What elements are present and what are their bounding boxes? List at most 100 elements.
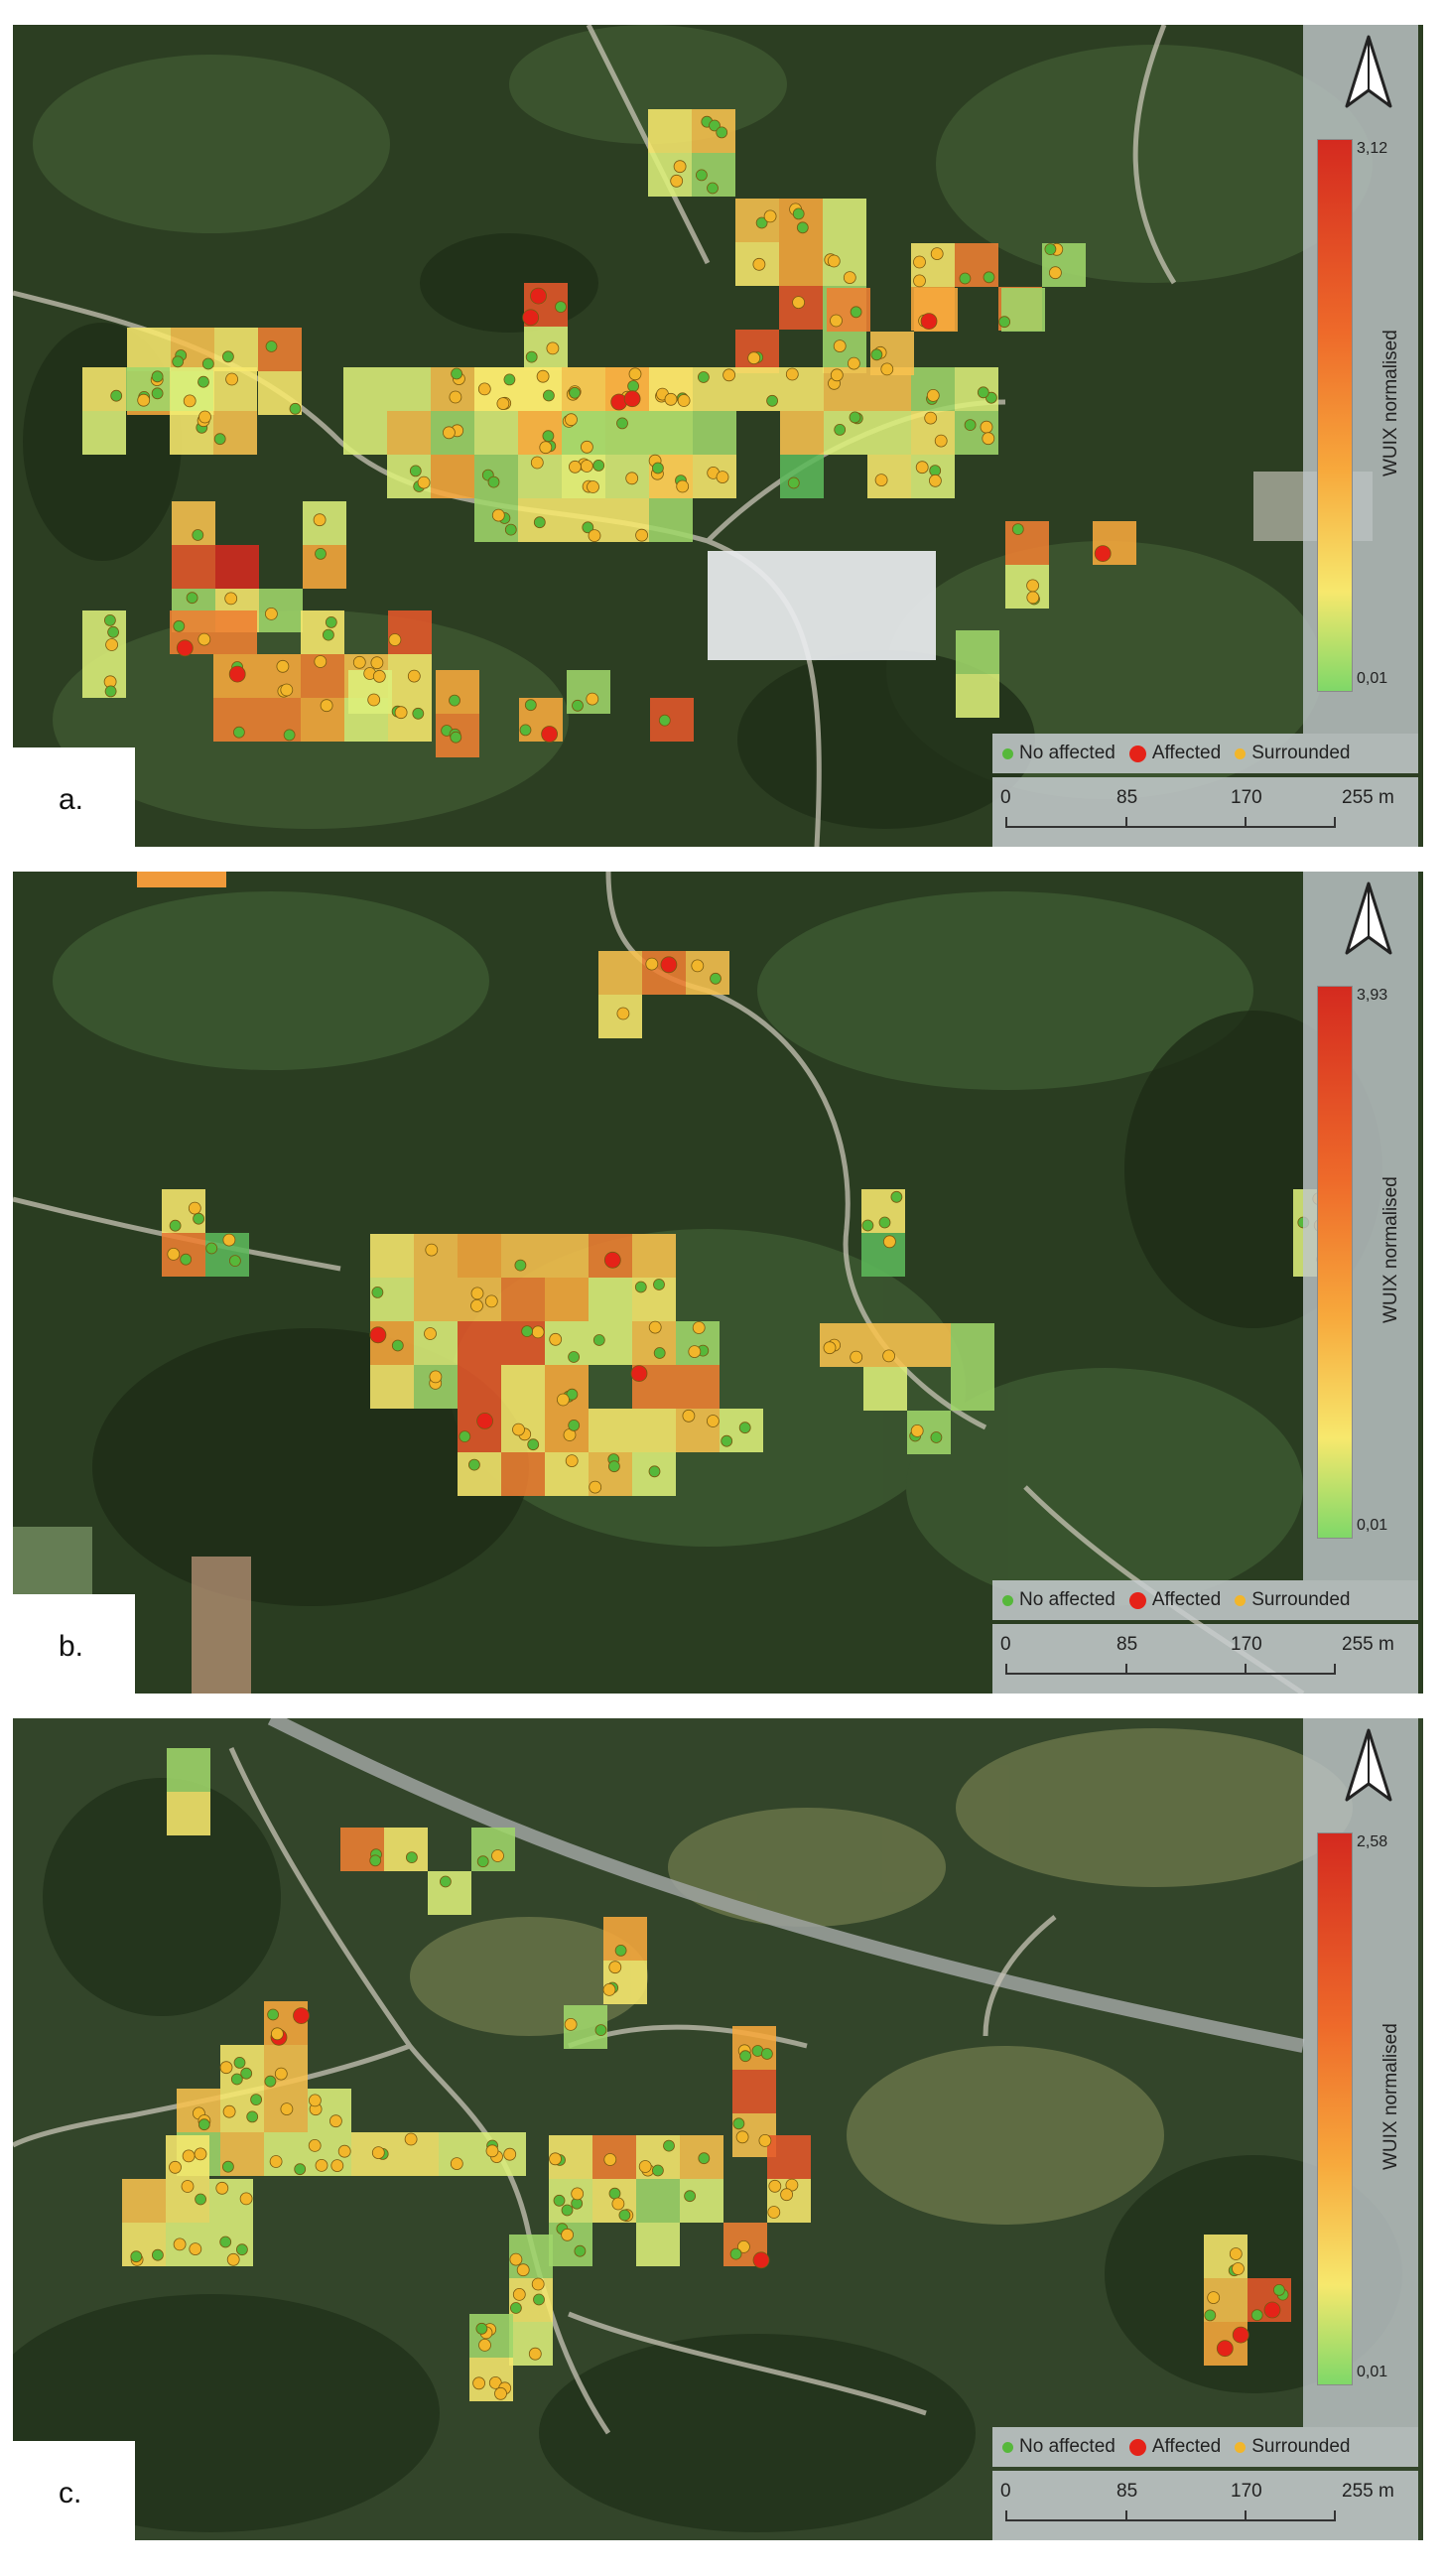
wuix-grid-cell	[907, 1323, 951, 1367]
no-affected-building-point	[850, 306, 862, 319]
no-affected-building-point	[710, 972, 722, 985]
no-affected-building-point	[652, 2164, 664, 2177]
surrounded-building-point	[688, 1345, 702, 1359]
scale-bar: 0 85 170 255 m	[992, 777, 1418, 847]
wuix-grid-cell	[693, 411, 736, 455]
legend-label: Surrounded	[1251, 2436, 1351, 2457]
no-affected-building-point	[228, 1255, 241, 1268]
wuix-grid-cell	[636, 2223, 680, 2266]
wuix-grid-cell	[166, 2223, 209, 2266]
surrounded-building-point	[767, 2206, 781, 2219]
surrounded-building-point	[224, 592, 238, 606]
no-affected-building-point	[739, 2050, 751, 2063]
no-affected-building-point	[684, 2190, 696, 2203]
wuix-grid-cell	[414, 1321, 458, 1365]
surrounded-building-point	[371, 2146, 385, 2160]
points-legend: No affected Affected Surrounded	[992, 2427, 1418, 2467]
surrounded-building-point	[758, 2133, 772, 2147]
wuix-grid-cell	[524, 327, 568, 370]
wuix-grid-cell	[172, 545, 215, 589]
wuix-grid-cell	[343, 367, 387, 411]
no-affected-building-point	[110, 389, 123, 402]
affected-building-point	[603, 1251, 621, 1269]
surrounded-building-point	[472, 2376, 486, 2390]
no-affected-building-point	[451, 367, 463, 380]
wuix-grid-cell	[387, 367, 431, 411]
legend-label: Surrounded	[1251, 1589, 1351, 1610]
surrounded-building-point	[616, 1007, 630, 1020]
wuix-grid-cell	[414, 1278, 458, 1321]
colorbar-max-label: 3,12	[1357, 140, 1388, 157]
no-affected-building-point	[729, 2247, 742, 2260]
red-dot-icon	[1128, 2438, 1146, 2456]
surrounded-building-point	[910, 1424, 924, 1437]
no-affected-building-point	[594, 2024, 607, 2037]
wuix-grid-cell	[414, 1234, 458, 1278]
no-affected-building-point	[716, 126, 728, 139]
surrounded-building-point	[913, 274, 926, 288]
no-affected-building-point	[616, 417, 628, 430]
affected-building-point	[530, 287, 547, 305]
wuix-grid-cell	[605, 411, 649, 455]
panel-label-text: a.	[59, 783, 84, 816]
scale-tick: 0	[1000, 787, 1011, 808]
legend-label: No affected	[1019, 2436, 1116, 2457]
no-affected-building-point	[173, 619, 186, 632]
no-affected-building-point	[592, 459, 605, 472]
wuix-grid-cell	[301, 610, 344, 654]
no-affected-building-point	[246, 2110, 259, 2123]
surrounded-building-point	[189, 2242, 202, 2255]
wuix-grid-cell	[370, 1365, 414, 1409]
no-affected-building-point	[1273, 2284, 1285, 2296]
no-affected-building-point	[104, 685, 117, 698]
no-affected-building-point	[267, 2008, 280, 2021]
no-affected-building-point	[514, 1259, 527, 1272]
colorbar-title: WUIX normalised	[1380, 1176, 1401, 1323]
affected-building-point	[1216, 2340, 1234, 2358]
wuix-grid-cell	[458, 1321, 501, 1365]
colorbar-title: WUIX normalised	[1380, 2023, 1401, 2170]
wuix-grid-cell	[474, 455, 518, 498]
legend-label: No affected	[1019, 1589, 1116, 1610]
wuix-grid-cell	[213, 411, 257, 455]
surrounded-building-point	[843, 271, 856, 285]
surrounded-building-point	[1232, 2262, 1245, 2275]
surrounded-building-point	[635, 528, 648, 542]
wuix-grid-cell	[867, 411, 911, 455]
legend-label: Affected	[1151, 2436, 1222, 2457]
wuix-grid-cell	[732, 2070, 776, 2113]
wuix-grid-cell	[861, 1233, 905, 1277]
no-affected-building-point	[634, 1281, 647, 1293]
surrounded-building-point	[880, 362, 894, 376]
no-affected-building-point	[195, 2193, 207, 2206]
affected-building-point	[293, 2007, 310, 2025]
surrounded-building-point	[930, 247, 944, 261]
no-affected-building-point	[707, 182, 719, 195]
surrounded-building-point	[827, 254, 841, 268]
surrounded-building-point	[194, 2147, 207, 2161]
affected-building-point	[1263, 2301, 1281, 2319]
points-legend: No affected Affected Surrounded	[992, 734, 1418, 773]
surrounded-building-point	[874, 474, 888, 487]
wuix-grid-cell	[632, 1234, 676, 1278]
no-affected-building-point	[698, 2152, 711, 2165]
scale-tick: 170	[1231, 1634, 1262, 1655]
wuix-grid-cell	[501, 1278, 545, 1321]
surrounded-building-point	[571, 2187, 585, 2201]
surrounded-building-point	[477, 382, 491, 396]
no-affected-building-point	[849, 411, 861, 424]
wuix-grid-cell	[867, 455, 911, 498]
colorbar-gradient	[1317, 139, 1353, 692]
surrounded-building-point	[188, 1201, 201, 1215]
no-affected-building-point	[878, 1216, 891, 1229]
surrounded-building-point	[394, 706, 408, 720]
wuix-grid-cell	[82, 367, 126, 411]
wuix-grid-cell	[509, 2278, 553, 2322]
surrounded-building-point	[645, 957, 659, 971]
surrounded-building-point	[850, 1350, 863, 1364]
green-dot-icon	[1002, 1594, 1013, 1606]
surrounded-building-point	[628, 367, 642, 381]
surrounded-building-point	[407, 669, 421, 683]
surrounded-building-point	[222, 1233, 236, 1247]
map-canvas	[13, 25, 1423, 847]
